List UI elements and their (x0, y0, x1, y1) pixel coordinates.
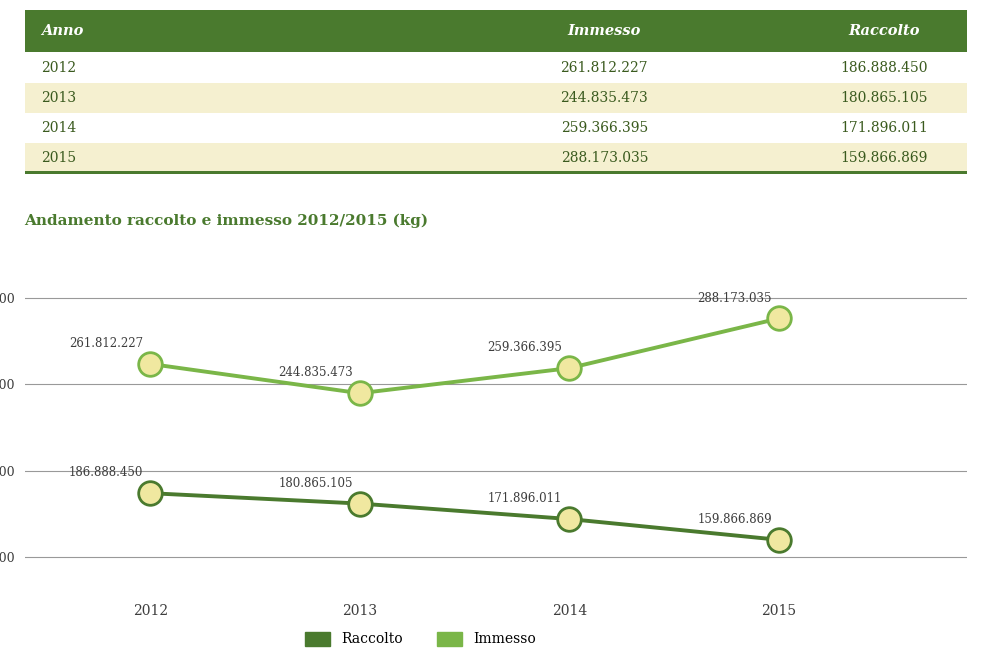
Text: Raccolto: Raccolto (848, 24, 920, 38)
Text: Anno: Anno (41, 24, 83, 38)
Text: 288.173.035: 288.173.035 (561, 151, 648, 166)
Text: 259.366.395: 259.366.395 (561, 121, 648, 135)
FancyBboxPatch shape (25, 83, 967, 113)
Text: 259.366.395: 259.366.395 (487, 341, 563, 354)
FancyBboxPatch shape (25, 113, 967, 143)
Text: 2012: 2012 (41, 60, 77, 75)
Text: 2013: 2013 (41, 91, 77, 105)
Text: 171.896.011: 171.896.011 (488, 492, 563, 505)
Text: 288.173.035: 288.173.035 (697, 292, 772, 305)
Text: 244.835.473: 244.835.473 (278, 367, 353, 380)
Text: 261.812.227: 261.812.227 (561, 60, 648, 75)
Text: 2015: 2015 (41, 151, 77, 166)
Text: 2014: 2014 (41, 121, 77, 135)
Legend: Raccolto, Immesso: Raccolto, Immesso (298, 625, 543, 650)
Text: 180.865.105: 180.865.105 (278, 476, 353, 489)
Text: 186.888.450: 186.888.450 (841, 60, 928, 75)
Text: 159.866.869: 159.866.869 (841, 151, 928, 166)
FancyBboxPatch shape (25, 53, 967, 83)
Text: 261.812.227: 261.812.227 (69, 337, 143, 350)
FancyBboxPatch shape (25, 10, 967, 53)
Text: Andamento raccolto e immesso 2012/2015 (kg): Andamento raccolto e immesso 2012/2015 (… (25, 213, 429, 228)
Text: 244.835.473: 244.835.473 (561, 91, 648, 105)
Text: 186.888.450: 186.888.450 (69, 466, 143, 479)
Text: Immesso: Immesso (568, 24, 641, 38)
Text: 180.865.105: 180.865.105 (841, 91, 928, 105)
FancyBboxPatch shape (25, 143, 967, 174)
Text: 171.896.011: 171.896.011 (841, 121, 928, 135)
Text: 159.866.869: 159.866.869 (697, 513, 772, 526)
FancyBboxPatch shape (25, 171, 967, 176)
